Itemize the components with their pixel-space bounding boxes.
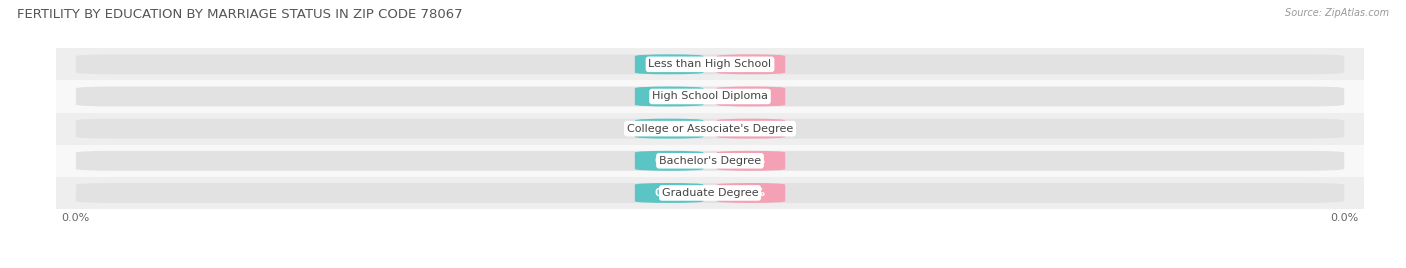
FancyBboxPatch shape (76, 151, 1344, 171)
Text: 0.0%: 0.0% (655, 59, 683, 69)
Bar (56, 145, 1364, 177)
Text: High School Diploma: High School Diploma (652, 91, 768, 102)
Text: 0.0%: 0.0% (655, 124, 683, 134)
Text: Less than High School: Less than High School (648, 59, 772, 69)
FancyBboxPatch shape (717, 87, 785, 106)
FancyBboxPatch shape (636, 87, 703, 106)
Text: Bachelor's Degree: Bachelor's Degree (659, 156, 761, 166)
FancyBboxPatch shape (717, 119, 785, 139)
Bar (56, 113, 1364, 145)
FancyBboxPatch shape (717, 151, 785, 171)
FancyBboxPatch shape (636, 119, 703, 139)
Text: Source: ZipAtlas.com: Source: ZipAtlas.com (1285, 8, 1389, 18)
Bar (56, 177, 1364, 209)
FancyBboxPatch shape (636, 54, 703, 74)
Text: Graduate Degree: Graduate Degree (662, 188, 758, 198)
Text: 0.0%: 0.0% (737, 156, 765, 166)
Text: 0.0%: 0.0% (655, 91, 683, 102)
Text: 0.0%: 0.0% (737, 188, 765, 198)
Bar (56, 80, 1364, 113)
FancyBboxPatch shape (76, 183, 1344, 203)
Text: 0.0%: 0.0% (737, 59, 765, 69)
Text: 0.0%: 0.0% (655, 156, 683, 166)
Bar (56, 48, 1364, 80)
FancyBboxPatch shape (76, 87, 1344, 106)
FancyBboxPatch shape (636, 151, 703, 171)
FancyBboxPatch shape (717, 183, 785, 203)
FancyBboxPatch shape (636, 183, 703, 203)
Text: 0.0%: 0.0% (737, 124, 765, 134)
FancyBboxPatch shape (76, 54, 1344, 74)
Text: 0.0%: 0.0% (655, 188, 683, 198)
Text: FERTILITY BY EDUCATION BY MARRIAGE STATUS IN ZIP CODE 78067: FERTILITY BY EDUCATION BY MARRIAGE STATU… (17, 8, 463, 21)
FancyBboxPatch shape (717, 54, 785, 74)
Text: College or Associate's Degree: College or Associate's Degree (627, 124, 793, 134)
Text: 0.0%: 0.0% (737, 91, 765, 102)
FancyBboxPatch shape (76, 119, 1344, 139)
